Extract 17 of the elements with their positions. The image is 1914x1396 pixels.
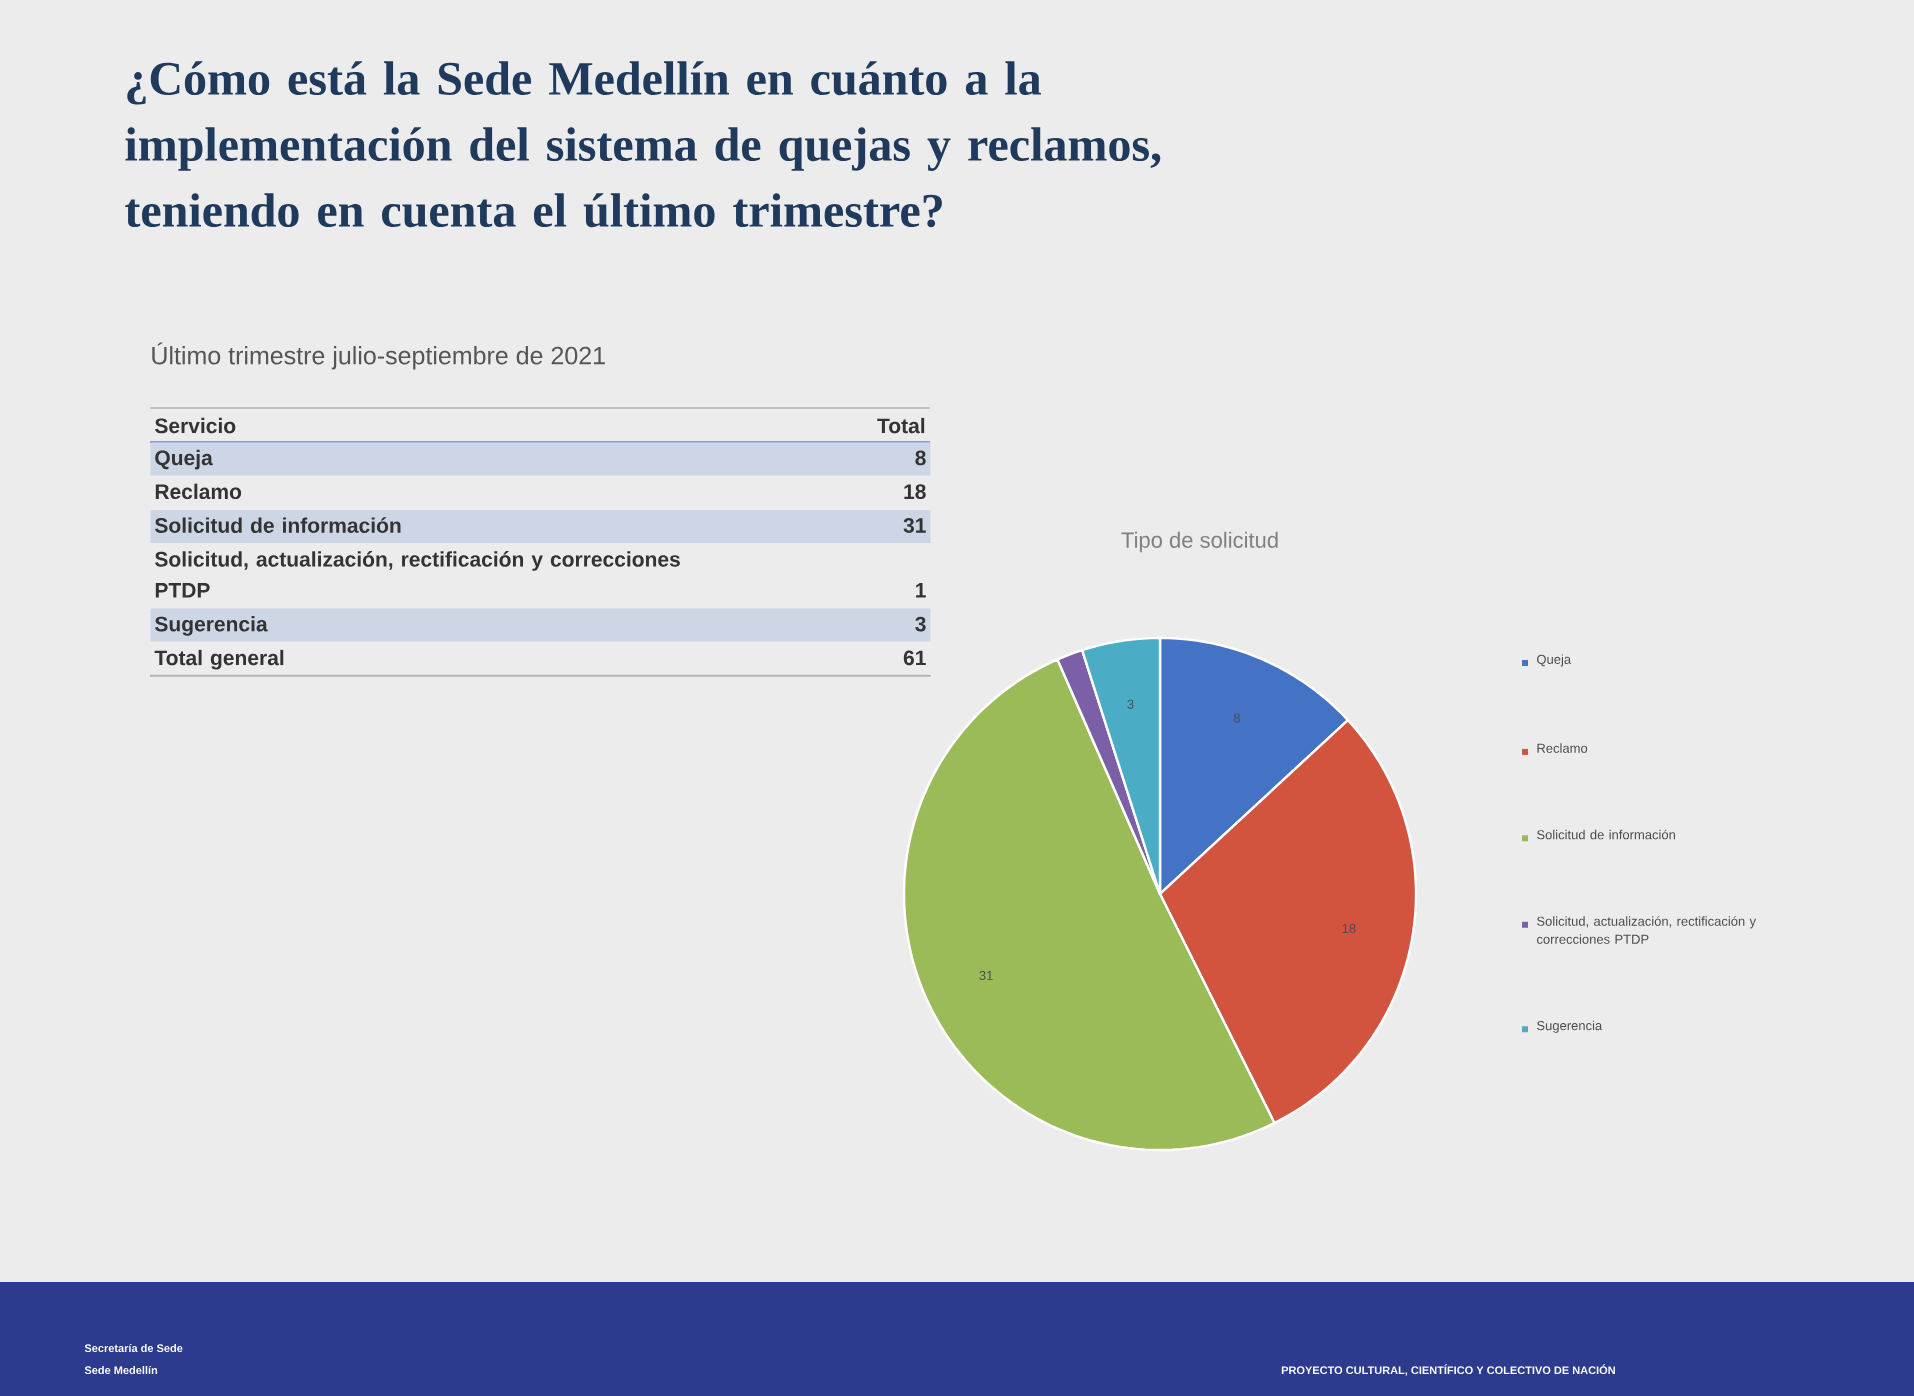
text: 3 [915, 616, 926, 632]
category-label: Reclamo [155, 483, 242, 500]
category-label: Solicitud de información [155, 517, 401, 533]
text: Último trimestre julio-septiembre de 2021 [152, 342, 605, 370]
text: 18 [904, 484, 926, 500]
text: Total general [154, 649, 284, 670]
text: 61 [903, 650, 926, 666]
category-label: Queja [155, 449, 213, 470]
category-label: Solicitud, actualización, rectificación y correcciones PTDP [155, 551, 680, 598]
text: Servicio [155, 417, 236, 434]
text: Tipo de solicitud [1121, 531, 1278, 553]
text: 8 [915, 450, 926, 466]
chart-title: ¿Cómo está la Sede Medellín en cuánto a la implementación del sistema de quejas y reclamos, teniendo en cuenta el último trimestre? [125, 61, 1161, 228]
text: Total [877, 417, 925, 434]
text: 1 [916, 583, 926, 598]
text: 31 [903, 518, 926, 533]
category-label: Sugerencia [155, 616, 268, 636]
